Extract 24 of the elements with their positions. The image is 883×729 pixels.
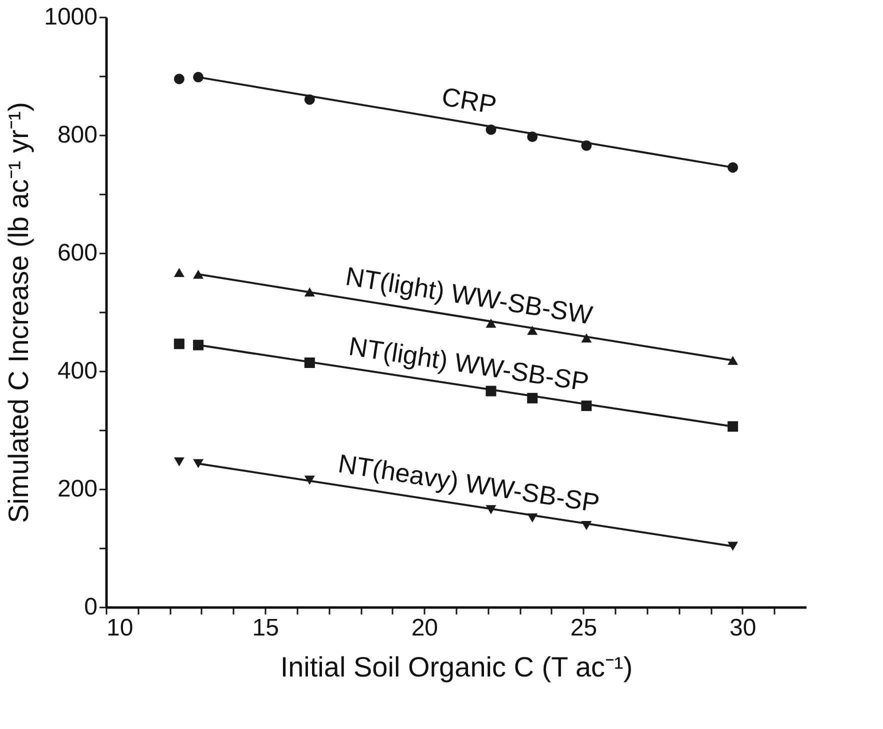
annotation: CRP xyxy=(440,81,499,120)
y-tick-label: 400 xyxy=(57,358,98,384)
point xyxy=(174,457,184,466)
annotation: NT(light) WW-SB-SP xyxy=(346,330,591,398)
y-tick-label: 200 xyxy=(57,476,98,502)
x-tick-label: 30 xyxy=(730,614,756,642)
point xyxy=(174,74,184,84)
y-tick-label: 600 xyxy=(57,240,98,266)
x-tick-label: 25 xyxy=(570,614,598,642)
y-tick-label: 800 xyxy=(57,122,98,148)
y-tick-label: 1000 xyxy=(44,4,98,30)
x-tick-label: 10 xyxy=(106,614,134,642)
point xyxy=(174,338,184,350)
y-axis-title: Simulated C Increase (lb ac⁻¹ yr⁻¹) xyxy=(3,102,34,524)
point xyxy=(193,459,204,468)
x-tick-label: 15 xyxy=(252,614,279,642)
x-tick-label: 20 xyxy=(411,614,438,642)
x-axis-title: Initial Soil Organic C (T ac⁻¹) xyxy=(280,652,633,682)
point xyxy=(527,326,538,335)
annotation: NT(heavy) WW-SB-SP xyxy=(336,448,602,518)
y-tick-label: 0 xyxy=(84,594,98,620)
point xyxy=(174,268,184,278)
annotation: NT(light) WW-SB-SW xyxy=(344,260,595,330)
point xyxy=(193,270,204,279)
